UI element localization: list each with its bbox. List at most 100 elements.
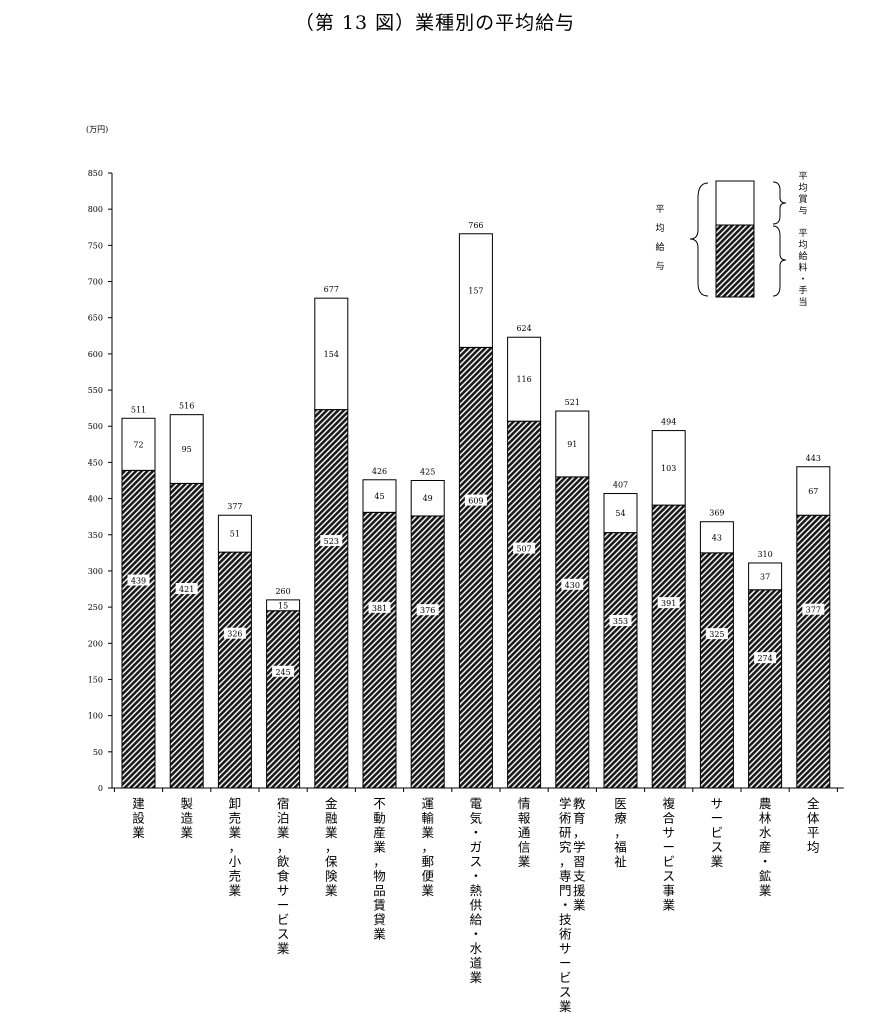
y-tick-label: 0 — [98, 784, 103, 793]
x-category-char: 製 — [180, 796, 193, 811]
x-category-char: ・ — [470, 869, 483, 884]
x-category-char: 運 — [421, 796, 434, 811]
x-category-char: 業 — [229, 883, 242, 898]
bonus-value-label: 157 — [468, 287, 483, 296]
bar-bonus — [266, 599, 301, 612]
legend-group-label-char: 平 — [655, 204, 664, 215]
x-category-label: 情報通信業 — [518, 796, 531, 869]
bonus-value-label: 91 — [567, 440, 577, 449]
x-category-char: 援 — [573, 883, 586, 898]
legend-item-base-char: 手 — [798, 285, 807, 297]
x-category-char: サ — [711, 796, 724, 811]
x-category-char: 鉱 — [759, 869, 772, 884]
bar-bonus — [507, 336, 542, 422]
total-label: 426 — [372, 467, 387, 476]
y-tick-label: 850 — [88, 169, 103, 178]
bonus-value-label: 72 — [133, 440, 143, 449]
x-category-char: 業 — [711, 854, 724, 869]
x-category-char: ビ — [662, 854, 675, 869]
base-value-label: 430 — [565, 581, 580, 590]
y-tick-label: 50 — [93, 748, 103, 757]
x-category-char: 動 — [373, 811, 386, 826]
bar-base-salary — [748, 589, 783, 789]
x-category-char: 宿 — [277, 796, 290, 811]
bar-bonus — [603, 493, 638, 534]
x-category-char: 保 — [325, 854, 338, 869]
x-category-char: 学 — [573, 840, 586, 855]
x-category-char: 供 — [470, 898, 483, 913]
x-category-char: 産 — [759, 840, 772, 855]
x-category-char: ， — [559, 854, 572, 869]
base-label-box — [657, 597, 680, 609]
x-category-char: 均 — [807, 840, 820, 855]
bar-base-salary — [651, 504, 686, 789]
base-label-box — [464, 494, 487, 506]
total-label: 766 — [468, 221, 483, 230]
x-category-char: 農 — [759, 796, 772, 811]
chart-title: （第 13 図）業種別の平均給与 — [294, 12, 576, 34]
bar-base-salary — [362, 511, 397, 789]
bars-layer — [121, 233, 831, 789]
bonus-value-label: 67 — [808, 487, 818, 496]
x-category-char: 売 — [229, 869, 242, 884]
legend-item-base-char: ・ — [798, 275, 807, 285]
base-value-label: 353 — [613, 617, 628, 626]
bar-base-salary — [169, 482, 204, 789]
x-category-char: 業 — [277, 941, 290, 956]
legend-group-label-char: 給 — [655, 241, 664, 253]
x-category-char: 水 — [759, 825, 772, 840]
base-value-label: 439 — [131, 577, 146, 586]
x-category-char: 習 — [573, 854, 586, 869]
legend-group-label-char: 与 — [655, 261, 664, 272]
x-category-char: 売 — [229, 811, 242, 826]
bar-base-salary — [410, 515, 445, 789]
bar-bonus — [169, 414, 204, 484]
legend-swatch-bonus — [715, 180, 755, 226]
total-label: 677 — [324, 285, 339, 294]
x-category-char: ー — [662, 840, 675, 855]
x-category-char: ・ — [559, 898, 572, 913]
x-category-char: ス — [470, 854, 483, 869]
base-label-box — [609, 614, 632, 626]
bonus-value-label: 51 — [230, 530, 240, 539]
bar-base-salary — [266, 610, 301, 789]
x-category-label: 製造業 — [180, 796, 193, 840]
bonus-value-label: 15 — [278, 601, 288, 610]
x-category-char: 情 — [518, 796, 531, 811]
x-category-char: 物 — [373, 869, 386, 884]
y-tick-label: 800 — [88, 205, 103, 214]
legend-item-bonus: 平均賞与 — [798, 171, 807, 217]
y-tick-label: 650 — [88, 314, 103, 323]
legend-item-base: 平均給料・手当 — [798, 228, 807, 308]
x-category-char: 業 — [325, 883, 338, 898]
base-value-label: 609 — [468, 497, 483, 506]
x-category-char: 水 — [470, 941, 483, 956]
base-value-label: 523 — [324, 537, 339, 546]
x-category-char: 合 — [662, 811, 675, 826]
x-category-char: ス — [559, 985, 572, 1000]
x-category-char: 林 — [759, 811, 772, 826]
x-category-label: 複合サービス事業 — [662, 796, 675, 913]
x-category-char: サ — [559, 941, 572, 956]
labels-layer: 51172439建設業51695421製造業37751326卸売業，小売業260… — [127, 221, 825, 1014]
legend-right-brace-bonus — [772, 181, 787, 225]
bar-bonus — [217, 514, 252, 553]
x-category-char: 祉 — [614, 854, 627, 869]
x-category-char: 業 — [573, 898, 586, 913]
x-category-char: 造 — [180, 811, 193, 826]
bar-base-salary — [555, 476, 590, 789]
bar-bonus — [121, 417, 156, 471]
bar-base-salary — [217, 551, 252, 789]
x-category-label: 学術研究，専門・技術サービス業 — [559, 796, 572, 1014]
x-category-char: 業 — [421, 883, 434, 898]
bonus-value-label: 45 — [374, 492, 384, 501]
x-category-label: 医療，福祉 — [614, 796, 627, 869]
base-value-label: 381 — [372, 604, 387, 613]
x-category-char: 便 — [421, 869, 434, 884]
y-tick-label: 500 — [88, 422, 103, 431]
y-tick-label: 700 — [88, 278, 103, 287]
base-label-box — [320, 535, 343, 547]
legend-item-bonus-char: 均 — [798, 182, 807, 194]
legend-item-base-char: 料 — [798, 262, 807, 274]
y-tick-label: 750 — [88, 241, 103, 250]
